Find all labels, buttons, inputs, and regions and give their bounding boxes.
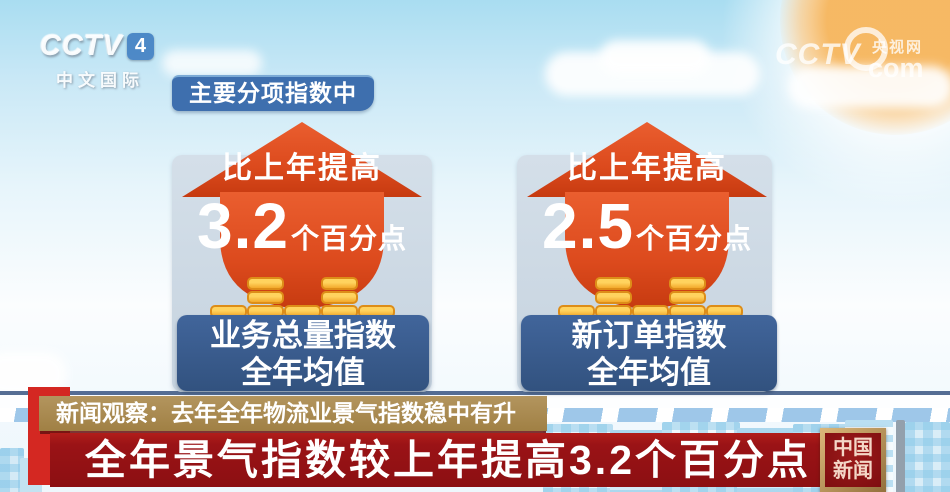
cctv4-subtitle: 中文国际 — [56, 71, 144, 90]
cloud — [600, 40, 710, 74]
coin-stacks — [172, 240, 432, 318]
increase-value-number: 2.5 — [542, 190, 634, 262]
topic-badge-label: 主要分项指数中 — [189, 80, 357, 106]
coin-stack — [246, 277, 284, 318]
coin-stack — [668, 277, 706, 318]
channel-badge-line2: 新闻 — [833, 460, 873, 482]
increase-value-number: 3.2 — [197, 190, 289, 262]
cctv-com-watermark-com: com — [868, 53, 924, 83]
road-edge-line — [0, 391, 950, 395]
index-name-plate: 业务总量指数 全年均值 — [177, 315, 429, 391]
index-name: 新订单指数 — [571, 318, 727, 353]
increase-value-unit: 个百分点 — [635, 223, 752, 254]
channel-badge-line1: 中国 — [833, 437, 873, 459]
cctv4-channel-number: 4 — [126, 33, 154, 60]
building — [905, 422, 950, 492]
increase-value-unit: 个百分点 — [290, 223, 407, 254]
increase-label: 比上年提高 — [222, 152, 382, 185]
coin-stack — [594, 277, 632, 318]
cloud — [162, 50, 262, 76]
cctv4-logo: CCTV 4 中文国际 — [40, 30, 154, 91]
increase-value: 3.2 个百分点 — [182, 194, 422, 258]
program-banner: 新闻观察：去年全年物流业景气指数稳中有升 — [39, 396, 547, 431]
headline-banner: 全年景气指数较上年提高3.2个百分点 — [50, 433, 836, 487]
building — [896, 420, 905, 492]
coin-stack — [320, 277, 358, 318]
cloud — [788, 66, 950, 108]
coin-stacks — [520, 240, 780, 318]
increase-label: 比上年提高 — [567, 152, 727, 185]
index-scope: 全年均值 — [241, 355, 365, 390]
channel-badge: 中国 新闻 — [820, 428, 886, 492]
cctv-com-watermark-ring-icon — [844, 27, 888, 71]
cctv-com-watermark-site: 央视网 — [872, 39, 924, 56]
index-name-plate: 新订单指数 全年均值 — [521, 315, 777, 391]
index-name: 业务总量指数 — [210, 318, 396, 353]
cctv4-logo-word: CCTV — [40, 30, 123, 62]
channel-badge-inner: 中国 新闻 — [825, 433, 881, 487]
increase-value: 2.5 个百分点 — [527, 194, 767, 258]
topic-badge: 主要分项指数中 — [172, 75, 374, 111]
index-scope: 全年均值 — [587, 355, 711, 390]
